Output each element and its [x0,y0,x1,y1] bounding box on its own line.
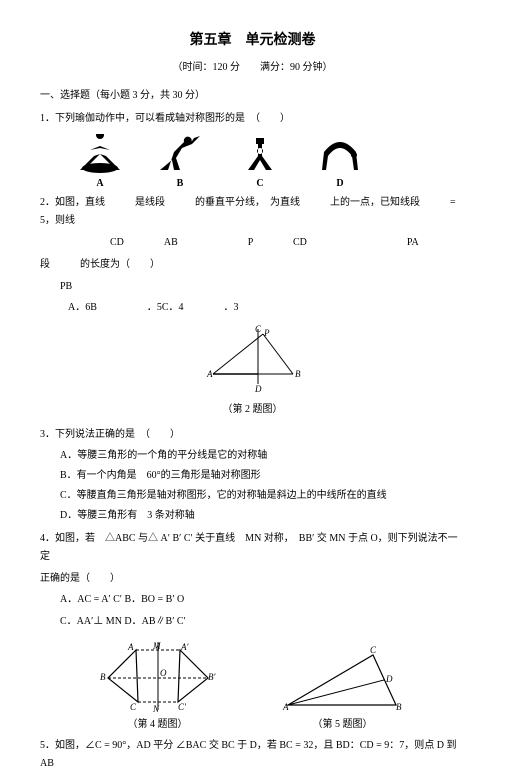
figure-4: A M A′ B O B′ C N C′ （第 4 题图） [98,640,218,733]
svg-text:C: C [370,645,377,655]
q4-options-2: C．AA′⊥ MN D．AB∥B′ C′ [60,614,465,630]
yoga-pose-b-icon [150,134,210,174]
question-2-options: A．6B ．5C．4 ．3 [68,300,465,316]
svg-text:B′: B′ [208,672,216,682]
svg-text:N: N [152,704,160,714]
yoga-row: A B C D [70,134,465,192]
question-5: 5．如图，∠C = 90°，AD 平分 ∠BAC 交 BC 于 D，若 BC =… [40,737,465,773]
yoga-item-d: D [310,134,370,192]
svg-text:D: D [254,384,262,394]
question-3: 3．下列说法正确的是 （ ） [40,426,465,444]
page-subtitle: （时间：120 分 满分：90 分钟） [40,60,465,76]
svg-text:M: M [152,641,161,651]
yoga-item-a: A [70,134,130,192]
question-2-line1: 2．如图，直线 是线段 的垂直平分线， 为直线 上的一点，已知线段 = 5，则线 [40,194,465,230]
q3-option-a: A．等腰三角形的一个角的平分线是它的对称轴 [60,448,465,464]
q3-option-c: C．等腰直角三角形是轴对称图形，它的对称轴是斜边上的中线所在的直线 [60,488,465,504]
yoga-label-a: A [96,176,103,192]
yoga-label-d: D [336,176,343,192]
yoga-label-c: C [256,176,263,192]
svg-text:B: B [396,702,402,712]
q3-option-d: D．等腰三角形有 3 条对称轴 [60,508,465,524]
figure-5-caption: （第 5 题图） [313,717,373,733]
svg-text:O: O [160,668,167,678]
svg-text:B: B [100,672,106,682]
svg-text:C: C [130,702,137,712]
yoga-pose-c-icon [230,134,290,174]
svg-text:A: A [282,702,289,712]
figure-4-svg: A M A′ B O B′ C N C′ [98,640,218,715]
svg-text:A: A [206,369,213,379]
yoga-label-b: B [177,176,184,192]
svg-text:C: C [255,324,262,334]
question-2-vars1: CD AB P CD PA [40,234,465,252]
question-2-line2: 段 的长度为（ ） [40,256,465,274]
yoga-item-b: B [150,134,210,192]
q4-options-1: A．AC = A′ C′ B．BO = B′ O [60,592,465,608]
svg-text:C′: C′ [178,702,187,712]
figure-2-caption: （第 2 题图） [40,402,465,418]
yoga-pose-d-icon [310,134,370,174]
question-4-line2: 正确的是（ ） [40,570,465,588]
svg-text:A′: A′ [180,642,189,652]
yoga-item-c: C [230,134,290,192]
svg-text:P: P [263,328,270,338]
svg-text:A: A [127,642,134,652]
figure-4-caption: （第 4 题图） [128,717,188,733]
question-2-pb: PB [40,278,465,296]
figure-2-svg: C P A B D [193,324,313,394]
figures-4-5-row: A M A′ B O B′ C N C′ （第 4 题图） A C D B （第… [40,640,465,733]
svg-text:D: D [385,674,393,684]
figure-5: A C D B （第 5 题图） [278,640,408,733]
svg-text:B: B [295,369,301,379]
figure-2: C P A B D （第 2 题图） [40,324,465,418]
q3-option-b: B．有一个内角是 60°的三角形是轴对称图形 [60,468,465,484]
question-4-line1: 4．如图，若 △ABC 与△ A′ B′ C′ 关于直线 MN 对称， BB′ … [40,530,465,566]
page-title: 第五章 单元检测卷 [40,30,465,52]
section-heading: 一、选择题（每小题 3 分，共 30 分） [40,88,465,104]
question-1: 1．下列瑜伽动作中，可以看成轴对称图形的是 （ ） [40,110,465,128]
figure-5-svg: A C D B [278,640,408,715]
yoga-pose-a-icon [70,134,130,174]
